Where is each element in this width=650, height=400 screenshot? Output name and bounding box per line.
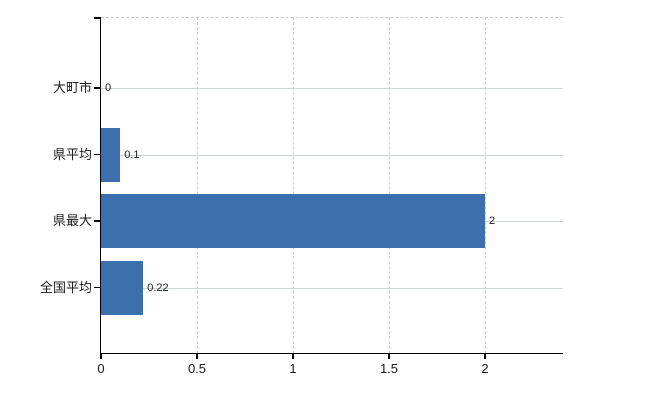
h-gridline [101, 287, 563, 289]
category-label: 大町市 [52, 80, 92, 95]
x-tick [196, 354, 198, 359]
axis-top-tick [94, 17, 101, 19]
bar-value-label: 0 [105, 82, 112, 94]
category-label: 県平均 [52, 146, 92, 162]
category-label: 県最大 [52, 213, 92, 228]
bar [101, 127, 121, 182]
bar-value-label: 2 [489, 215, 496, 227]
h-gridline [101, 88, 563, 89]
v-gridline [197, 17, 198, 354]
y-axis [99, 17, 101, 354]
category-tick [94, 286, 100, 288]
bar-value-label: 0.22 [147, 281, 169, 294]
x-tick [388, 354, 390, 359]
v-gridline [389, 17, 390, 354]
x-tick [484, 354, 486, 359]
x-tick-label: 1.5 [379, 361, 399, 376]
x-tick-label: 2 [481, 361, 489, 376]
category-tick [94, 87, 100, 89]
x-tick-label: 1 [289, 361, 297, 376]
x-tick [100, 354, 102, 359]
category-tick [94, 153, 100, 155]
x-tick-label: 0.5 [187, 361, 207, 376]
category-tick [94, 220, 100, 222]
h-gridline [101, 154, 563, 156]
v-gridline [485, 17, 486, 354]
x-tick [292, 354, 294, 359]
category-label: 全国平均 [39, 279, 92, 295]
v-gridline [293, 17, 294, 354]
bar [101, 194, 485, 248]
plot-top-border [101, 17, 563, 18]
bar [101, 260, 144, 315]
x-tick-label: 0 [97, 361, 105, 376]
x-axis [99, 352, 563, 354]
bar-value-label: 0.1 [124, 148, 140, 161]
